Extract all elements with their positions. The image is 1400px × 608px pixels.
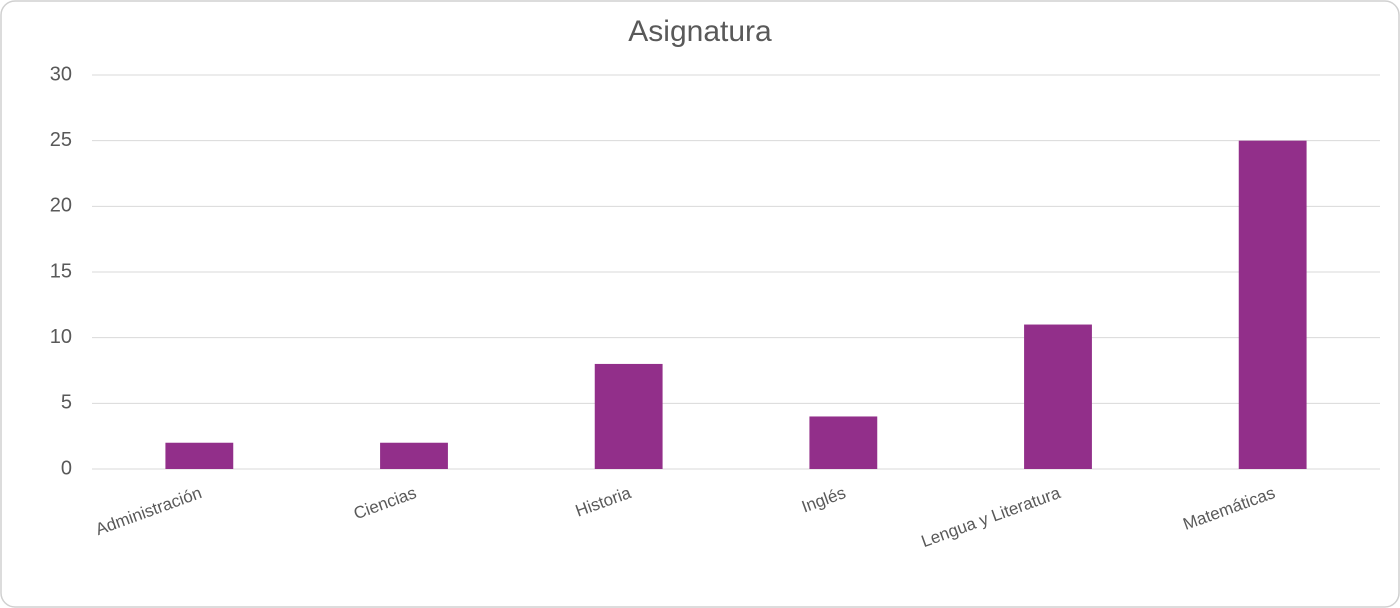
chart-title: Asignatura <box>628 15 772 48</box>
bar <box>1024 324 1092 469</box>
y-tick-label: 0 <box>61 457 72 479</box>
bar <box>1238 140 1307 469</box>
y-tick-label: 5 <box>61 392 72 414</box>
bar <box>380 442 448 469</box>
y-tick-label: 10 <box>50 326 72 348</box>
bar <box>594 363 663 469</box>
y-tick-label: 30 <box>50 63 72 85</box>
bar <box>809 416 878 469</box>
y-tick-label: 15 <box>50 260 72 282</box>
y-tick-label: 25 <box>50 129 72 151</box>
bar <box>165 442 234 469</box>
y-tick-label: 20 <box>50 195 72 217</box>
